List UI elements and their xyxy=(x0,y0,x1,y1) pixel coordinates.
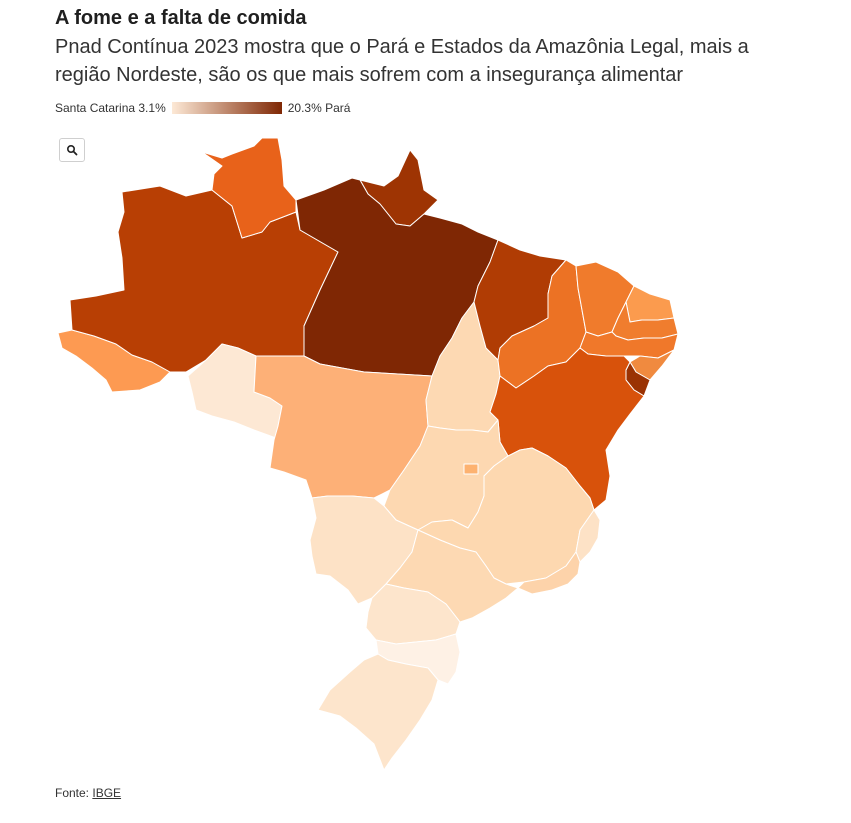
region-RS[interactable] xyxy=(317,653,439,771)
color-legend: Santa Catarina 3.1% 20.3% Pará xyxy=(55,100,350,116)
source-note: Fonte: IBGE xyxy=(55,786,121,800)
legend-max-label: 20.3% Pará xyxy=(287,101,351,115)
source-prefix: Fonte: xyxy=(55,786,93,800)
search-button[interactable] xyxy=(59,138,85,162)
region-DF[interactable] xyxy=(463,463,479,475)
chart-title: A fome e a falta de comida xyxy=(55,7,307,29)
region-ES[interactable] xyxy=(575,509,601,563)
legend-gradient-bar xyxy=(171,102,282,114)
legend-min-label: Santa Catarina 3.1% xyxy=(55,101,166,115)
region-RJ[interactable] xyxy=(517,551,581,595)
region-RR[interactable] xyxy=(201,137,297,239)
chart-subtitle: Pnad Contínua 2023 mostra que o Pará e E… xyxy=(55,36,749,86)
region-RN[interactable] xyxy=(625,285,675,323)
source-link[interactable]: IBGE xyxy=(92,786,122,800)
search-icon xyxy=(66,144,78,156)
